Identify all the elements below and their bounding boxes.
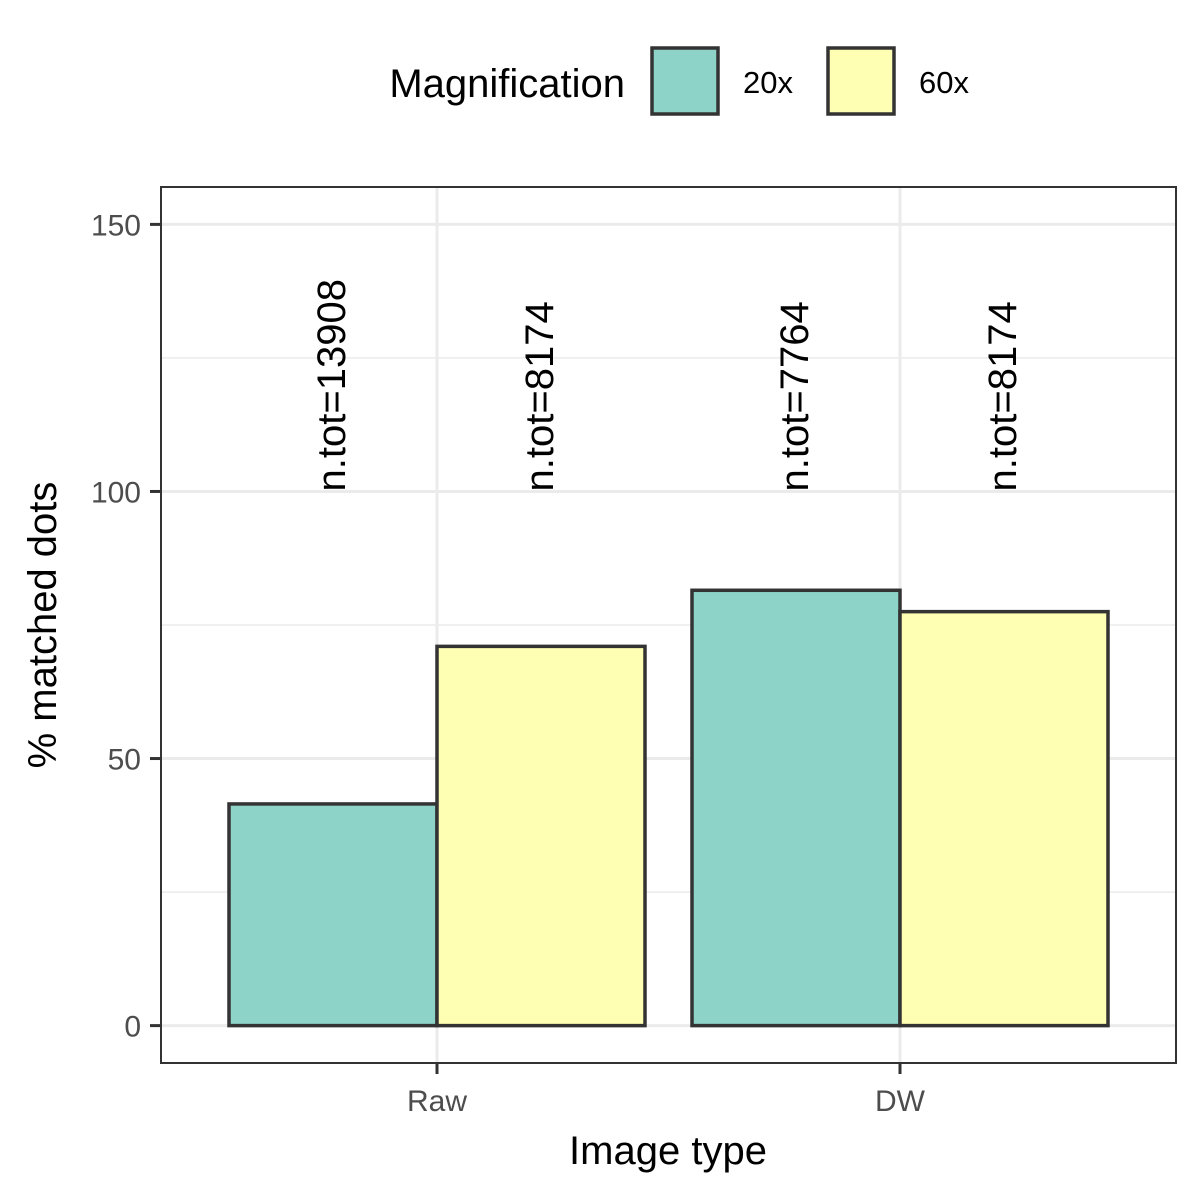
bar-label-60x-DW: n.tot=8174 <box>981 301 1025 491</box>
bars <box>227 588 1110 1028</box>
bar-label-60x-Raw: n.tot=8174 <box>518 301 562 491</box>
y-tick-label: 150 <box>91 209 141 242</box>
bar-60x-Raw <box>435 644 647 1028</box>
legend-items: 20x 60x <box>650 46 969 116</box>
y-tick-label: 0 <box>124 1011 141 1044</box>
x-tick-label: DW <box>875 1085 926 1118</box>
bar-label-20x-DW: n.tot=7764 <box>773 301 817 491</box>
x-axis: Raw DW <box>407 1063 926 1118</box>
legend-label-20x: 20x <box>743 65 793 100</box>
bar-labels: n.tot=13908 n.tot=8174 n.tot=7764 n.tot=817… <box>310 279 1025 491</box>
legend-title: Magnification <box>389 62 625 106</box>
y-axis-title: % matched dots <box>21 482 65 769</box>
y-tick-label: 100 <box>91 476 141 509</box>
x-axis-title: Image type <box>569 1129 767 1173</box>
panel-border <box>160 186 1177 1064</box>
legend: Magnification 20x 60x <box>389 46 969 116</box>
x-tick-label: Raw <box>407 1085 467 1118</box>
bar-60x-DW <box>898 609 1110 1028</box>
y-tick-label: 50 <box>108 744 141 777</box>
bar-label-20x-Raw: n.tot=13908 <box>310 279 354 491</box>
bar-20x-Raw <box>227 802 439 1028</box>
legend-label-60x: 60x <box>919 65 969 100</box>
y-axis: 0 50 100 150 <box>91 209 161 1044</box>
plot-panel: n.tot=13908 n.tot=8174 n.tot=7764 n.tot=817… <box>160 186 1177 1064</box>
legend-key-20x <box>650 46 720 116</box>
bar-20x-DW <box>690 588 902 1028</box>
legend-key-60x <box>826 46 896 116</box>
